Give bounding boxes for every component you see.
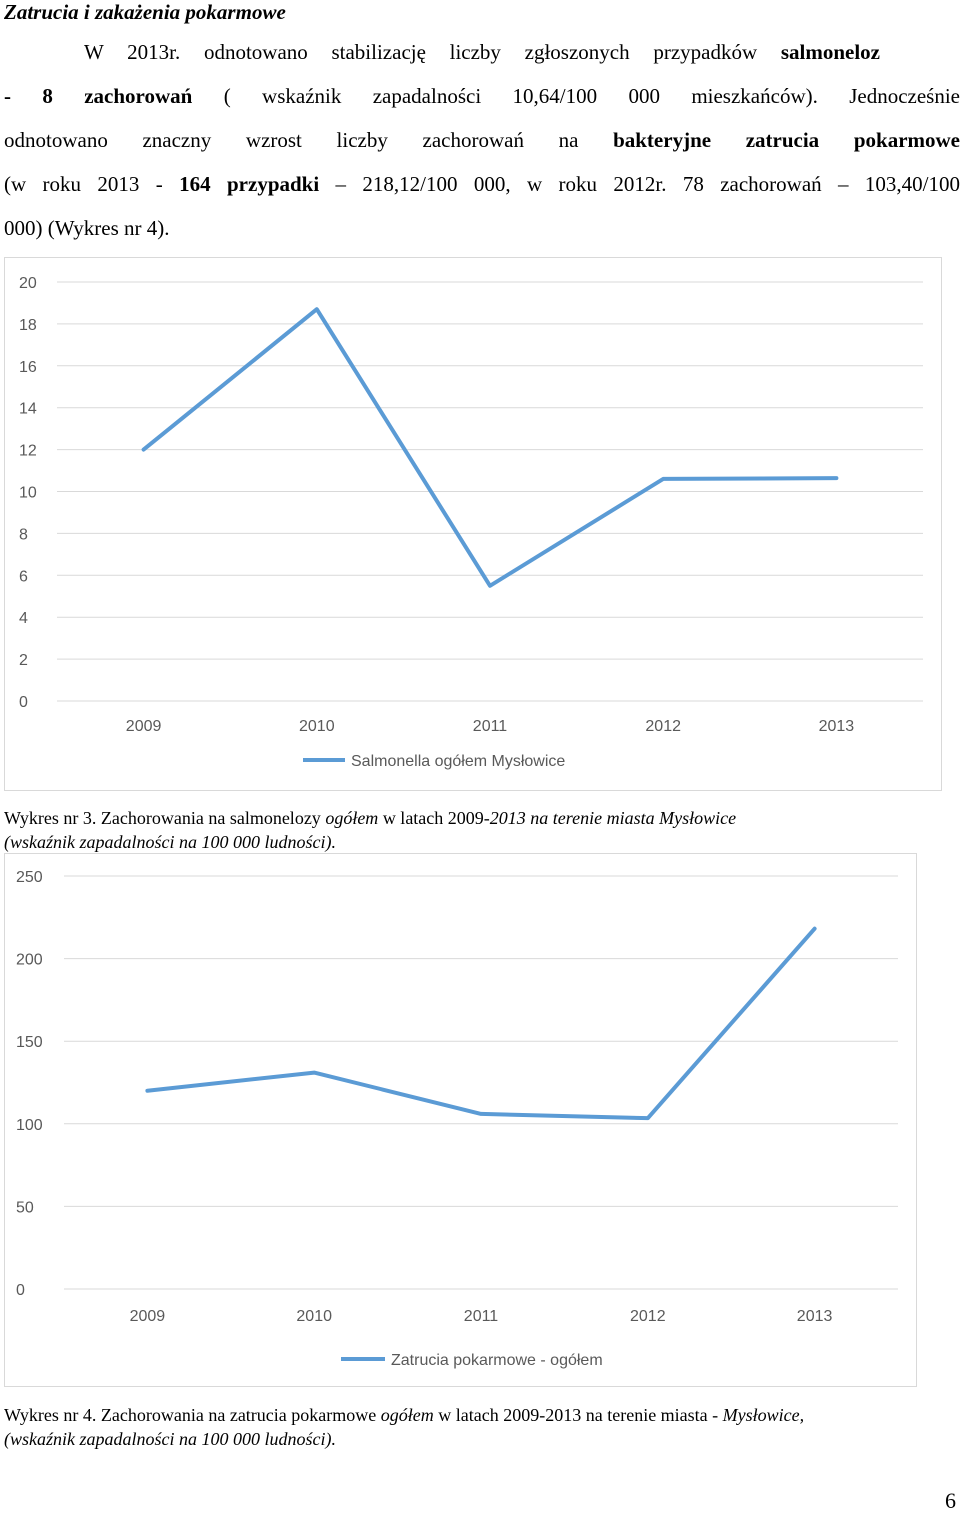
y-tick-label: 150 (16, 1034, 43, 1051)
chart-food-poisoning: 0 50 100 150 200 250 2009 2010 2011 2012 2013 Zatru… (4, 853, 917, 1387)
caption-text: Wykres nr 3. Zachorowania na salmonelozy (4, 808, 326, 828)
y-tick-label: 10 (19, 485, 37, 502)
caption-italic: ogółem (380, 1405, 434, 1425)
x-tick-label: 2012 (645, 718, 681, 735)
caption-text: w latach 2009-2013 na terenie miasta - (433, 1405, 723, 1425)
caption-text: w latach 2009- (378, 808, 490, 828)
y-tick-label: 2 (19, 652, 28, 669)
paragraph-text: W 2013r. odnotowano stabilizację liczby … (84, 40, 781, 64)
paragraph-bold: 164 przypadki (179, 172, 320, 196)
paragraph-bold: bakteryjne zatrucia pokarmowe (613, 128, 960, 152)
x-tick-label: 2010 (299, 718, 335, 735)
y-tick-label: 0 (16, 1282, 25, 1299)
x-tick-label: 2011 (473, 718, 508, 735)
y-tick-label: 18 (19, 317, 37, 334)
legend-label: Salmonella ogółem Mysłowice (351, 753, 565, 770)
paragraph-bold: - 8 zachorowań (4, 84, 193, 108)
paragraph-line-3: odnotowano znaczny wzrost liczby zachoro… (4, 128, 960, 153)
y-tick-label: 0 (19, 694, 28, 711)
paragraph-line-2: - 8 zachorowań ( wskaźnik zapadalności 1… (4, 84, 960, 109)
chart-caption-4: Wykres nr 4. Zachorowania na zatrucia po… (4, 1403, 804, 1451)
paragraph-text: odnotowano znaczny wzrost liczby zachoro… (4, 128, 614, 152)
series-line (141, 307, 839, 588)
caption-text: Wykres nr 4. Zachorowania na zatrucia po… (4, 1405, 381, 1425)
y-tick-label: 6 (19, 568, 28, 585)
caption-italic: (wskaźnik zapadalności na 100 000 ludnoś… (4, 832, 336, 852)
y-tick-label: 4 (19, 610, 28, 627)
paragraph-bold: salmoneloz (780, 40, 880, 64)
y-tick-label: 250 (16, 869, 43, 886)
y-tick-label: 8 (19, 526, 28, 543)
paragraph-text: – 218,12/100 000, w roku 2012r. 78 zacho… (319, 172, 960, 196)
chart-salmonella: 0 2 4 6 8 10 12 14 16 18 20 2009 2010 2011 2012 2013 Sal… (4, 257, 942, 791)
x-tick-label: 2009 (126, 718, 162, 735)
legend-label: Zatrucia pokarmowe - ogółem (391, 1352, 603, 1369)
y-tick-label: 100 (16, 1117, 43, 1134)
caption-italic: (wskaźnik zapadalności na 100 000 ludnoś… (4, 1429, 336, 1449)
y-tick-label: 12 (19, 443, 37, 460)
x-tick-label: 2009 (130, 1308, 166, 1325)
caption-italic: 2013 na terenie miasta Mysłowice (489, 808, 737, 828)
paragraph-text: ( wskaźnik zapadalności 10,64/100 000 mi… (192, 84, 960, 108)
x-tick-label: 2013 (819, 718, 855, 735)
x-tick-label: 2013 (797, 1308, 833, 1325)
y-tick-label: 200 (16, 952, 43, 969)
y-tick-label: 14 (19, 401, 37, 418)
paragraph-text: (w roku 2013 - (4, 172, 180, 196)
chart-food-poisoning-svg: 0 50 100 150 200 250 2009 2010 2011 2012 2013 Zatru… (16, 869, 898, 1369)
chart-salmonella-svg: 0 2 4 6 8 10 12 14 16 18 20 2009 2010 2011 2012 2013 Sal… (19, 275, 923, 770)
x-tick-label: 2012 (630, 1308, 666, 1325)
caption-italic: Mysłowice, (722, 1405, 805, 1425)
y-tick-label: 16 (19, 359, 37, 376)
x-tick-label: 2010 (296, 1308, 332, 1325)
page-number: 6 (945, 1488, 956, 1513)
series-line (145, 926, 817, 1121)
paragraph-line-4: (w roku 2013 - 164 przypadki – 218,12/10… (4, 172, 960, 197)
paragraph-line-1: W 2013r. odnotowano stabilizację liczby … (4, 40, 880, 65)
y-tick-label: 20 (19, 275, 37, 292)
x-tick-label: 2011 (464, 1308, 499, 1325)
caption-italic: ogółem (325, 808, 379, 828)
chart-caption-3: Wykres nr 3. Zachorowania na salmonelozy… (4, 806, 736, 854)
paragraph-line-5: 000) (Wykres nr 4). (4, 216, 170, 240)
y-tick-label: 50 (16, 1199, 34, 1216)
section-heading: Zatrucia i zakażenia pokarmowe (4, 0, 286, 24)
